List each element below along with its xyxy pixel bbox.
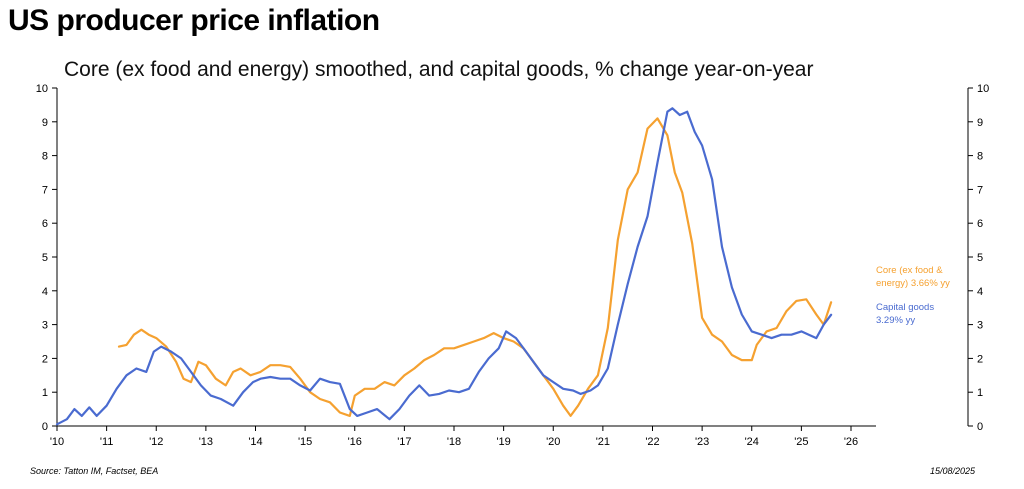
chart-subtitle: Core (ex food and energy) smoothed, and … (64, 58, 814, 81)
y-tick-label-right: 7 (977, 184, 983, 196)
x-tick-label: '17 (397, 436, 411, 448)
y-tick-label-left: 1 (42, 387, 48, 399)
date-note: 15/08/2025 (930, 466, 976, 476)
y-tick-label-left: 5 (42, 252, 48, 264)
y-tick-label-right: 6 (977, 218, 983, 230)
x-tick-label: '24 (745, 436, 759, 448)
x-tick-label: '12 (149, 436, 163, 448)
chart-title: US producer price inflation (8, 4, 380, 37)
series-lines (55, 107, 833, 426)
x-tick-label: '23 (695, 436, 709, 448)
y-tick-label-left: 2 (42, 353, 48, 365)
series-line-core (117, 117, 833, 417)
legend-label-capital: Capital goods (876, 302, 934, 313)
y-tick-label-right: 8 (977, 151, 983, 163)
y-tick-label-right: 9 (977, 117, 983, 129)
y-tick-label-right: 5 (977, 252, 983, 264)
x-tick-label: '19 (496, 436, 510, 448)
x-tick-label: '13 (199, 436, 213, 448)
legend-label-core: Core (ex food & (876, 265, 943, 276)
y-tick-label-right: 1 (977, 387, 983, 399)
y-tick-label-left: 0 (42, 421, 48, 433)
y-tick-label-right: 2 (977, 353, 983, 365)
axes: 0 0 1 1 2 2 3 3 4 4 5 5 6 6 7 7 8 8 9 9 10 10 '10 '11 '12 '13 '14 '… (36, 83, 990, 448)
x-tick-label: '14 (248, 436, 262, 448)
x-tick-label: '15 (298, 436, 312, 448)
y-tick-label-left: 7 (42, 184, 48, 196)
x-tick-label: '26 (844, 436, 858, 448)
legend-label-core: energy) 3.66% yy (876, 278, 950, 289)
y-tick-label-right: 3 (977, 320, 983, 332)
y-tick-label-right: 10 (977, 83, 989, 95)
source-note: Source: Tatton IM, Factset, BEA (30, 466, 159, 476)
y-tick-label-left: 9 (42, 117, 48, 129)
y-tick-label-left: 3 (42, 320, 48, 332)
legend-label-capital: 3.29% yy (876, 315, 915, 326)
y-tick-label-left: 6 (42, 218, 48, 230)
y-tick-label-left: 8 (42, 151, 48, 163)
series-line-capital (55, 107, 833, 426)
legend: Core (ex food & energy) 3.66% yy Capital g… (876, 265, 950, 326)
x-tick-label: '21 (596, 436, 610, 448)
y-tick-label-left: 10 (36, 83, 48, 95)
x-tick-label: '22 (645, 436, 659, 448)
x-tick-label: '20 (546, 436, 560, 448)
x-tick-label: '25 (794, 436, 808, 448)
x-tick-label: '16 (348, 436, 362, 448)
y-tick-label-right: 4 (977, 286, 983, 298)
x-tick-label: '11 (100, 436, 114, 448)
x-tick-label: '18 (447, 436, 461, 448)
x-tick-label: '10 (50, 436, 64, 448)
y-tick-label-left: 4 (42, 286, 48, 298)
y-tick-label-right: 0 (977, 421, 983, 433)
